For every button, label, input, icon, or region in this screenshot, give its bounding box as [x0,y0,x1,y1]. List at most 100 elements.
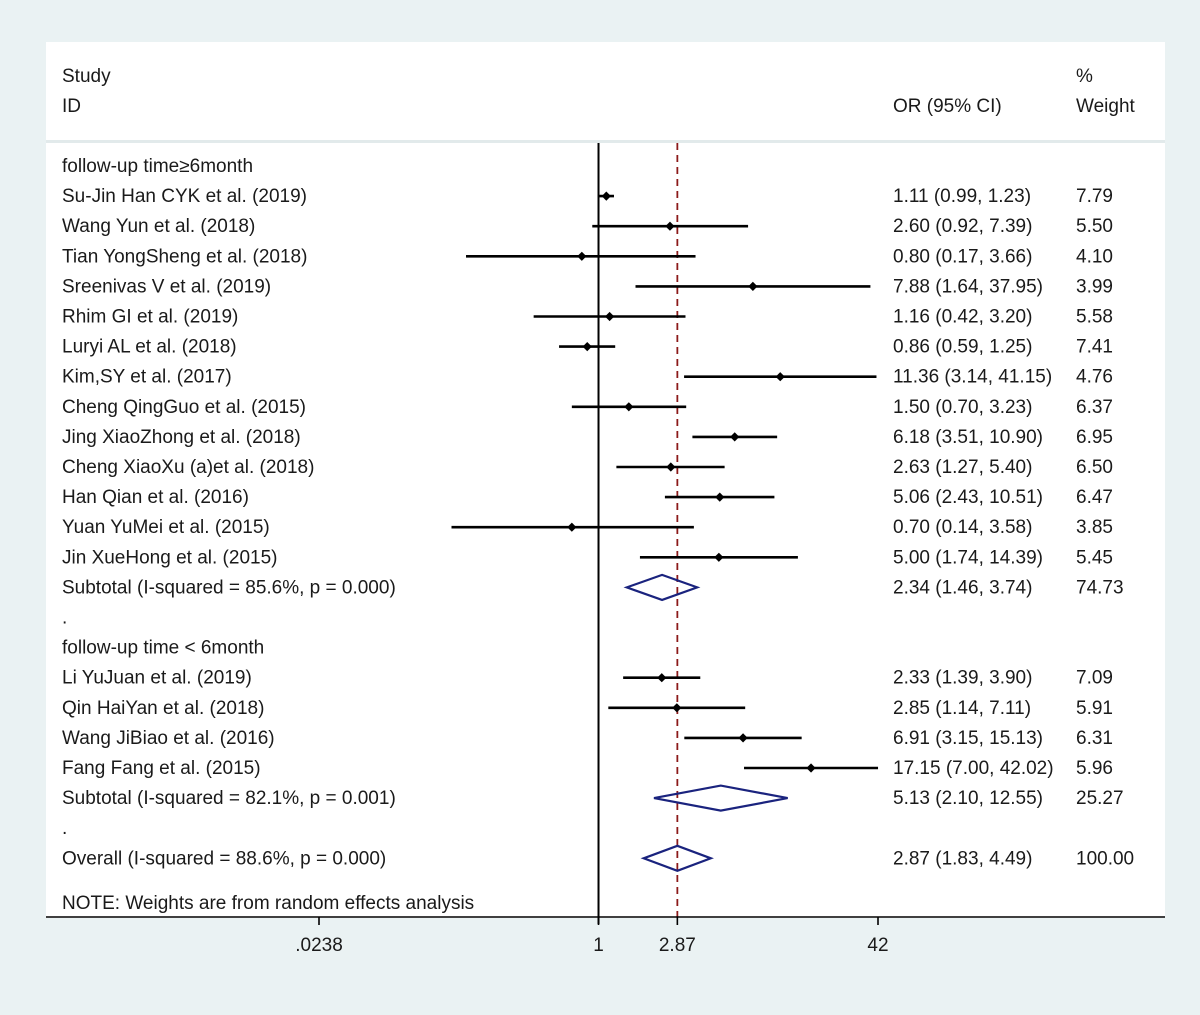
point-estimate [666,462,676,472]
row-subtotal: Subtotal (I-squared = 85.6%, p = 0.000) 2… [62,573,1124,602]
or-ci-text: 5.06 (2.43, 10.51) [893,487,1043,508]
point-estimate [567,522,577,532]
x-tick-label: 1 [593,935,604,956]
study-label: Su-Jin Han CYK et al. (2019) [62,186,307,207]
weight-text: 3.85 [1076,517,1113,538]
weight-text: 6.37 [1076,397,1113,418]
or-ci-text: 5.00 (1.74, 14.39) [893,547,1043,568]
spacer-label: . [62,608,67,629]
point-estimate [806,763,816,773]
row-study: Wang Yun et al. (2018) 2.60 (0.92, 7.39) 5… [62,216,1113,237]
row-spacer: . [62,608,67,629]
or-ci-text: 2.34 (1.46, 3.74) [893,577,1032,598]
point-estimate [738,733,748,743]
weight-text: 7.79 [1076,186,1113,207]
study-label: Han Qian et al. (2016) [62,487,249,508]
weight-text: 6.47 [1076,487,1113,508]
row-group: follow-up time≥6month [62,156,253,177]
header-or: OR (95% CI) [893,96,1002,117]
row-spacer: . [62,818,67,839]
point-estimate [672,703,682,713]
weight-text: 74.73 [1076,577,1124,598]
row-study: Wang JiBiao et al. (2016) 6.91 (3.15, 15.… [62,728,1113,749]
weight-text: 5.96 [1076,758,1113,779]
study-label: Kim,SY et al. (2017) [62,367,232,388]
point-estimate [714,552,724,562]
study-label: Jin XueHong et al. (2015) [62,547,277,568]
point-estimate [775,372,785,382]
or-ci-text: 0.86 (0.59, 1.25) [893,337,1032,358]
weight-text: 6.95 [1076,427,1113,448]
subtotal-label: Subtotal (I-squared = 85.6%, p = 0.000) [62,577,396,598]
row-study: Jin XueHong et al. (2015) 5.00 (1.74, 14.… [62,547,1113,568]
or-ci-text: 6.91 (3.15, 15.13) [893,728,1043,749]
or-ci-text: 7.88 (1.64, 37.95) [893,276,1043,297]
row-study: Sreenivas V et al. (2019) 7.88 (1.64, 37.… [62,276,1113,297]
or-ci-text: 2.85 (1.14, 7.11) [893,698,1031,719]
header-weight: Weight [1076,96,1136,117]
weight-text: 4.10 [1076,246,1113,267]
point-estimate [601,191,611,201]
study-label: Li YuJuan et al. (2019) [62,668,252,689]
weight-text: 5.58 [1076,307,1113,328]
group-label: follow-up time < 6month [62,638,264,659]
header-divider [46,140,1165,143]
or-ci-text: 5.13 (2.10, 12.55) [893,788,1043,809]
row-study: Yuan YuMei et al. (2015) 0.70 (0.14, 3.58… [62,517,1113,538]
point-estimate [748,281,758,291]
or-ci-text: 11.36 (3.14, 41.15) [893,367,1052,388]
row-overall: Overall (I-squared = 88.6%, p = 0.000) 2.… [62,844,1134,872]
group-label: follow-up time≥6month [62,156,253,177]
weight-text: 100.00 [1076,848,1134,869]
point-estimate [665,221,675,231]
row-study: Jing XiaoZhong et al. (2018) 6.18 (3.51, … [62,427,1113,448]
pooled-diamond [640,844,714,872]
or-ci-text: 2.33 (1.39, 3.90) [893,668,1032,689]
row-study: Rhim GI et al. (2019) 1.16 (0.42, 3.20) 5.… [62,307,1113,328]
study-label: Cheng XiaoXu (a)et al. (2018) [62,457,314,478]
point-estimate [605,311,615,322]
weight-text: 7.41 [1076,337,1113,358]
or-ci-text: 2.87 (1.83, 4.49) [893,848,1032,869]
or-ci-text: 1.11 (0.99, 1.23) [893,186,1031,207]
pooled-diamond [623,573,701,602]
weight-text: 4.76 [1076,367,1113,388]
weight-text: 25.27 [1076,788,1124,809]
x-tick-label: 2.87 [659,935,696,956]
point-estimate [730,432,740,442]
study-label: Cheng QingGuo et al. (2015) [62,397,306,418]
study-label: Sreenivas V et al. (2019) [62,276,271,297]
row-study: Luryi AL et al. (2018) 0.86 (0.59, 1.25) 7… [62,337,1113,358]
point-estimate [582,342,592,352]
study-label: Wang Yun et al. (2018) [62,216,255,237]
point-estimate [715,492,725,502]
plot-panel [46,42,1165,918]
row-study: Qin HaiYan et al. (2018) 2.85 (1.14, 7.11… [62,698,1113,719]
weight-text: 6.31 [1076,728,1113,749]
or-ci-text: 2.63 (1.27, 5.40) [893,457,1032,478]
header-percent: % [1076,66,1093,87]
point-estimate [657,673,667,683]
row-study: Cheng XiaoXu (a)et al. (2018) 2.63 (1.27,… [62,457,1113,478]
or-ci-text: 1.16 (0.42, 3.20) [893,307,1032,328]
weight-text: 6.50 [1076,457,1113,478]
point-estimate [577,251,587,261]
or-ci-text: 0.70 (0.14, 3.58) [893,517,1032,538]
or-ci-text: 1.50 (0.70, 3.23) [893,397,1032,418]
x-tick-label: .0238 [295,935,343,956]
or-ci-text: 17.15 (7.00, 42.02) [893,758,1054,779]
pooled-diamond [653,784,788,812]
or-ci-text: 0.80 (0.17, 3.66) [893,246,1032,267]
x-tick-label: 42 [867,935,888,956]
header-id: ID [62,96,81,117]
weight-text: 5.50 [1076,216,1113,237]
or-ci-text: 2.60 (0.92, 7.39) [893,216,1032,237]
study-label: Fang Fang et al. (2015) [62,758,261,779]
study-label: Luryi AL et al. (2018) [62,337,237,358]
or-ci-text: 6.18 (3.51, 10.90) [893,427,1043,448]
ticks-layer: .0238 1 2.87 42 [295,917,889,956]
study-label: Yuan YuMei et al. (2015) [62,517,270,538]
weight-text: 5.91 [1076,698,1113,719]
row-subtotal: Subtotal (I-squared = 82.1%, p = 0.001) 5… [62,784,1124,812]
